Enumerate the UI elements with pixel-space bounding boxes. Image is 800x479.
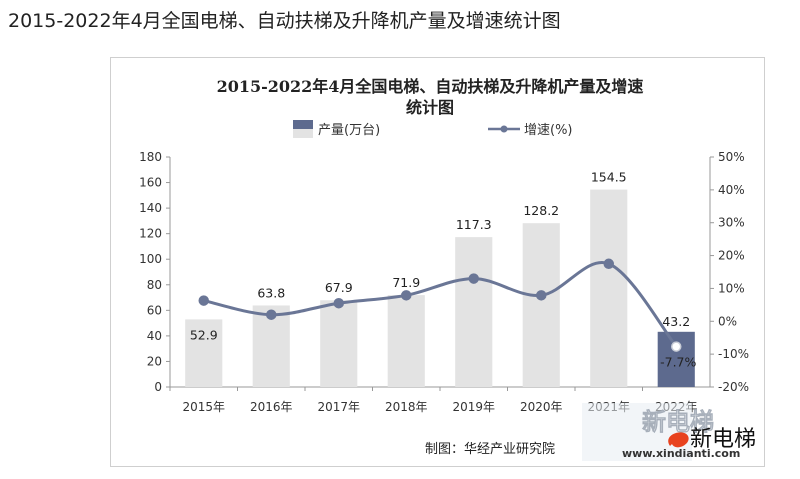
y-right-tick-label: 10%	[718, 281, 745, 295]
bar	[320, 300, 358, 387]
bar-value-label: 154.5	[591, 170, 627, 185]
growth-point	[536, 290, 547, 301]
watermark: 新电梯 www.xindianti.com 新电梯	[582, 403, 756, 461]
y-right-tick-label: 50%	[718, 150, 745, 164]
bar	[590, 189, 628, 387]
bar	[455, 237, 493, 387]
y-right-tick-label: 20%	[718, 249, 745, 263]
y-right-tick-label: 40%	[718, 183, 745, 197]
bar	[657, 331, 695, 387]
growth-point	[603, 258, 614, 270]
x-tick-label: 2019年	[452, 400, 495, 414]
y-left-tick-label: 80	[147, 278, 162, 292]
bar	[185, 319, 223, 387]
bar-value-label: 71.9	[392, 275, 420, 290]
y-left-tick-label: 100	[139, 252, 162, 266]
x-tick-label: 2015年	[182, 400, 225, 414]
x-tick-label: 2018年	[385, 400, 428, 414]
y-left-tick-label: 120	[139, 227, 162, 241]
growth-point	[468, 273, 479, 284]
legend-label-growth: 增速(%)	[524, 123, 573, 138]
y-right-tick-label: -10%	[718, 347, 749, 361]
y-left-tick-label: 180	[139, 150, 162, 164]
watermark-url: www.xindianti.com	[622, 447, 740, 460]
growth-point	[333, 297, 344, 309]
y-right-tick-label: 30%	[718, 216, 745, 230]
x-tick-label: 2016年	[250, 400, 293, 414]
bar-value-label: 117.3	[456, 217, 492, 232]
x-tick-label: 2020年	[520, 400, 563, 414]
watermark-logo-icon	[668, 432, 689, 448]
page-title: 2015-2022年4月全国电梯、自动扶梯及升降机产量及增速统计图	[8, 10, 561, 32]
chart-source: 制图：华经产业研究院	[425, 442, 555, 457]
watermark-backdrop	[582, 403, 692, 461]
y-left-tick-label: 40	[147, 329, 162, 343]
bar-value-label: 63.8	[257, 285, 285, 300]
y-right-tick-label: -20%	[718, 380, 749, 394]
y-right-tick-label: 0%	[718, 314, 737, 328]
chart-frame	[110, 57, 765, 467]
plot-area: 0 20 40 60 80 100 120 140 160 180 -20% -10% 0% 10% 20%…	[139, 150, 749, 414]
growth-point	[198, 295, 209, 306]
bar	[387, 295, 425, 387]
x-tick-label: 2017年	[317, 400, 360, 414]
y-left-tick-label: 160	[139, 176, 162, 190]
chart-title-line1: 2015-2022年4月全国电梯、自动扶梯及升降机产量及增速	[217, 77, 644, 96]
bar-value-label: 52.9	[190, 327, 218, 342]
growth-value-label: -7.7%	[660, 355, 696, 370]
y-left-tick-label: 20	[147, 354, 162, 368]
y-left-tick-label: 140	[139, 201, 162, 215]
watermark-big-text: 新电梯	[642, 408, 714, 436]
bar-value-label: 128.2	[523, 203, 559, 218]
growth-point	[401, 290, 412, 301]
bar	[522, 223, 560, 387]
bar-value-label: 67.9	[325, 280, 353, 295]
legend-label-production: 产量(万台)	[318, 123, 380, 138]
legend-marker-growth	[500, 125, 508, 133]
legend-swatch-bar-grey	[293, 129, 313, 138]
growth-point	[266, 309, 277, 320]
bar-value-label: 43.2	[662, 314, 690, 329]
growth-point	[671, 341, 682, 352]
watermark-logo-text: 新电梯	[690, 427, 756, 452]
y-left-tick-label: 60	[147, 303, 162, 317]
y-left-tick-label: 0	[154, 380, 162, 394]
legend-swatch-bar	[293, 120, 313, 129]
chart-title-line2: 统计图	[406, 98, 454, 117]
